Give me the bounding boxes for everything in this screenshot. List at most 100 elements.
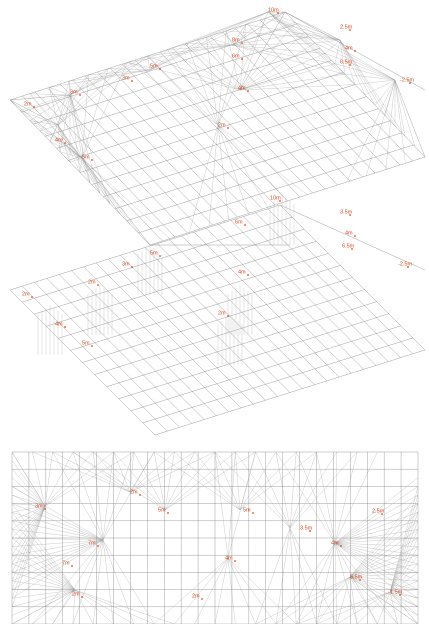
mesh-line (44, 451, 74, 507)
mesh-layer (9, 11, 426, 624)
mesh-line (153, 451, 166, 511)
height-label: 3.5m (340, 209, 353, 215)
mesh-line (74, 589, 114, 624)
mesh-line (19, 110, 83, 159)
mesh-line (225, 30, 233, 46)
height-label: -2.5m (400, 77, 414, 83)
mesh-line (364, 79, 396, 95)
mesh-line (316, 591, 391, 624)
mesh-line (289, 451, 337, 529)
mesh-line (208, 124, 219, 227)
height-label: 4m (55, 321, 63, 327)
mesh-line (11, 537, 104, 541)
mesh-line (349, 572, 419, 578)
mesh-line (304, 32, 396, 81)
mesh-line (19, 94, 71, 111)
mesh-line (81, 157, 170, 239)
mesh-line (289, 527, 337, 624)
mesh-line (147, 55, 241, 91)
node-dot (201, 598, 203, 600)
mesh-line (154, 451, 241, 511)
mesh-line (167, 49, 219, 126)
mesh-line (349, 563, 419, 578)
mesh-line (334, 451, 358, 544)
mesh-line (72, 451, 104, 541)
mesh-line (81, 68, 109, 159)
mesh-line (11, 589, 76, 599)
mesh-line (102, 451, 155, 541)
height-label: 5m (158, 507, 166, 513)
mesh-line (11, 539, 104, 556)
mesh-line (231, 11, 286, 46)
height-label: 2m (192, 593, 200, 599)
node-dot (399, 594, 401, 596)
mesh-line (68, 81, 71, 96)
height-label: 2.5m (372, 508, 385, 514)
mesh-line (186, 43, 241, 91)
mesh-line (186, 43, 233, 46)
mesh-line (275, 542, 336, 624)
mesh-line (154, 557, 229, 624)
mesh-line (334, 529, 419, 544)
mesh-line (57, 74, 89, 126)
mesh-line (239, 84, 356, 91)
mesh-line (235, 451, 241, 511)
mesh-line (349, 576, 398, 624)
mesh-line (206, 37, 233, 46)
mesh-line (239, 451, 317, 511)
mesh-line (52, 451, 104, 541)
label-layer: 10m 2.5m 4m 8m 6.5m 6m -2.5m 5m 3m 2m 3m 4m 5m 4m 2m 10… (22, 7, 414, 600)
mesh-line (296, 451, 336, 544)
node-dot (351, 248, 353, 250)
mesh-line (186, 43, 219, 126)
mesh-line (149, 30, 227, 71)
node-dot (349, 64, 351, 66)
mesh-line (29, 93, 83, 159)
mesh-line (9, 94, 71, 101)
height-label: 3.5m (300, 525, 313, 531)
height-label: 6.5m (340, 59, 353, 65)
mesh-line (29, 94, 71, 121)
mesh-line (72, 451, 166, 511)
mesh-line (284, 11, 341, 41)
mesh-line (69, 94, 101, 194)
mesh-line (389, 512, 419, 593)
mesh-line (316, 576, 351, 624)
mesh-line (349, 576, 419, 599)
height-label: 3m (122, 261, 130, 267)
mesh-line (147, 44, 233, 57)
mesh-line (255, 527, 291, 624)
height-label: 5.5m (350, 574, 363, 580)
height-label: 1.5m (390, 589, 403, 595)
mesh-line (217, 124, 229, 220)
node-dot (227, 127, 229, 129)
mesh-line (239, 22, 296, 91)
mesh-line (394, 79, 406, 137)
mesh-line (34, 228, 305, 315)
mesh-line (108, 68, 151, 71)
node-dot (309, 530, 311, 532)
mesh-line (334, 542, 358, 624)
mesh-line (164, 451, 236, 511)
mesh-line (267, 11, 306, 33)
mesh-line (22, 216, 293, 303)
mesh-line (72, 589, 76, 624)
mesh-line (11, 505, 46, 582)
node-dot (354, 235, 356, 237)
mesh-line (56, 60, 332, 149)
mesh-line (129, 451, 155, 493)
mesh-line (164, 451, 195, 511)
mesh-line (231, 44, 326, 54)
mesh-line (39, 94, 71, 132)
mesh-line (217, 124, 249, 214)
mesh-line (147, 55, 219, 126)
mesh-line (227, 557, 236, 624)
mesh-line (29, 120, 83, 159)
mesh-line (69, 49, 168, 96)
mesh-line (11, 451, 46, 507)
height-label: 5m (150, 63, 158, 69)
mesh-line (296, 591, 391, 624)
mesh-line (11, 563, 76, 591)
mesh-line (267, 11, 336, 64)
